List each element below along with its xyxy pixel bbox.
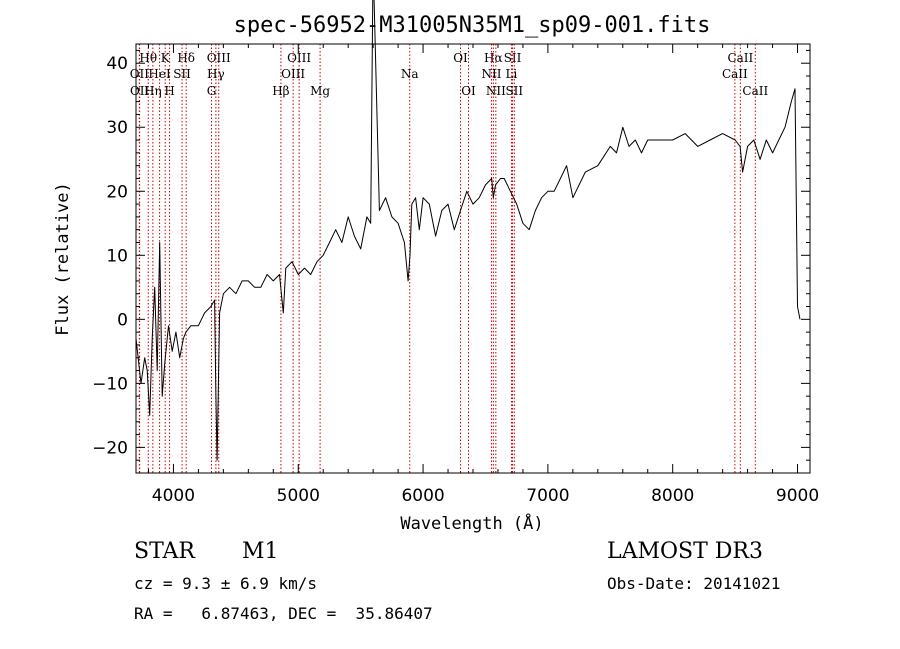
y-axis-label: Flux (relative) (53, 182, 73, 336)
plot-frame (135, 43, 811, 474)
line-label-12: Hβ (272, 84, 289, 98)
line-label-6: H (164, 84, 174, 98)
line-label-1: OII (130, 67, 150, 81)
y-tick-label-5: 30 (106, 118, 128, 138)
y-tick-label-2: 0 (117, 310, 128, 330)
line-label-18: OI (461, 84, 476, 98)
line-label-24: SII (505, 84, 523, 98)
obs-date-label: Obs-Date: 20141021 (607, 574, 781, 593)
line-label-10: Hγ (207, 67, 225, 81)
radec-label: RA = 6.87463, DEC = 35.86407 (134, 604, 433, 623)
line-label-15: Mg (310, 84, 330, 98)
line-label-27: CaII (742, 84, 768, 98)
y-tick-label-0: −20 (92, 438, 128, 458)
x-tick-label-4: 8000 (651, 486, 694, 506)
line-label-25: CaII (727, 51, 753, 65)
y-tick-label-6: 40 (106, 54, 128, 74)
line-label-19: Hα (484, 51, 503, 65)
x-tick-label-2: 6000 (401, 486, 444, 506)
line-label-14: OIII (281, 67, 305, 81)
x-tick-label-1: 5000 (277, 486, 320, 506)
class-label: STAR (134, 539, 195, 564)
line-label-23: Li (506, 67, 518, 81)
line-label-26: CaII (722, 67, 748, 81)
cz-label: cz = 9.3 ± 6.9 km/s (134, 574, 318, 593)
y-tick-label-1: −10 (92, 374, 128, 394)
line-label-22: SII (504, 51, 522, 65)
line-label-2: OII (130, 84, 150, 98)
x-tick-label-5: 9000 (776, 486, 819, 506)
subclass-label: M1 (242, 539, 279, 564)
line-label-13: OIII (287, 51, 311, 65)
data-layer (135, 0, 801, 461)
y-tick-label-3: 10 (106, 246, 128, 266)
chart-title: spec-56952-M31005N35M1_sp09-001.fits (234, 13, 711, 38)
line-label-4: K (161, 51, 171, 65)
line-label-11: G (207, 84, 217, 98)
line-label-3: Hη (144, 84, 162, 98)
line-label-20: NII (481, 67, 501, 81)
line-label-21: NII (486, 84, 506, 98)
line-label-5: HeI (148, 67, 171, 81)
x-axis-label: Wavelength (Å) (400, 512, 543, 534)
line-label-8: Hδ (177, 51, 195, 65)
line-label-16: Na (401, 67, 419, 81)
line-label-9: OIII (207, 51, 231, 65)
line-label-7: SII (173, 67, 191, 81)
x-tick-label-3: 7000 (526, 486, 569, 506)
survey-label: LAMOST DR3 (607, 539, 763, 564)
tick-layer: 4000 5000 6000 7000 8000 9000 −20 −10 0 10 20 30 40 (92, 44, 819, 506)
spectrum-line (135, 0, 801, 461)
x-tick-label-0: 4000 (152, 486, 195, 506)
line-label-17: OI (453, 51, 468, 65)
y-tick-label-4: 20 (106, 182, 128, 202)
